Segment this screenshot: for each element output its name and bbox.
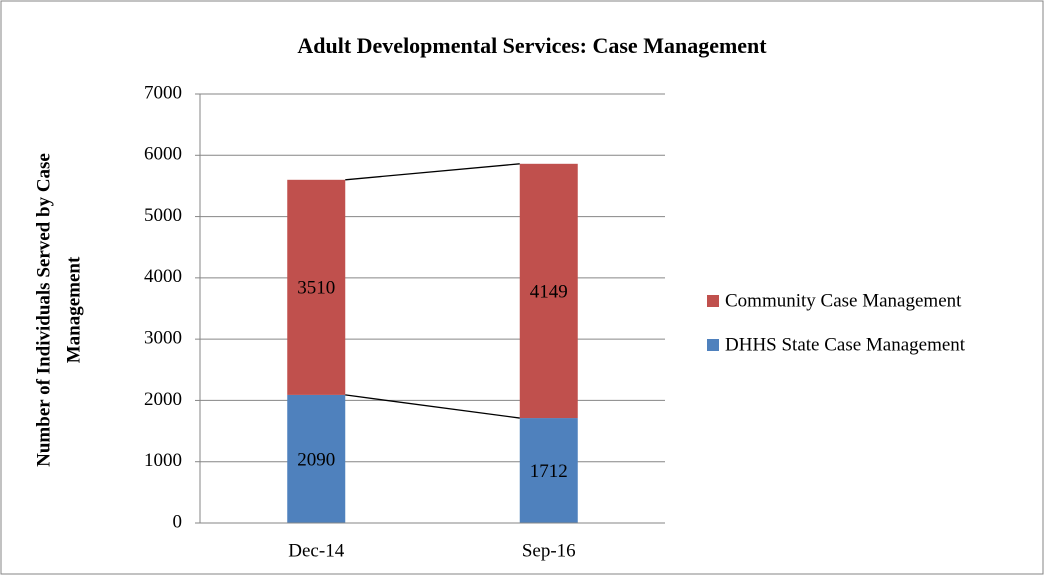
x-tick-label: Sep-16: [522, 540, 576, 561]
y-tick-label: 1000: [144, 450, 182, 471]
data-label: 2090: [297, 449, 335, 470]
y-tick-label: 2000: [144, 389, 182, 410]
bar-segment: [287, 394, 346, 523]
legend-swatch: [707, 339, 719, 351]
y-tick-label: 6000: [144, 144, 182, 165]
y-axis-title-line: Management: [63, 256, 84, 363]
y-tick-label: 5000: [144, 205, 182, 226]
data-label: 1712: [530, 461, 568, 482]
legend-label: DHHS State Case Management: [725, 334, 966, 355]
y-tick-label: 0: [173, 511, 183, 532]
chart-title: Adult Developmental Services: Case Manag…: [297, 33, 767, 58]
series-line: [345, 394, 520, 419]
data-label: 3510: [297, 278, 335, 299]
bar-segment: [519, 163, 578, 419]
legend-swatch: [707, 295, 719, 307]
series-line: [345, 163, 520, 181]
x-tick-label: Dec-14: [288, 540, 344, 561]
y-tick-label: 7000: [144, 82, 182, 103]
data-label: 4149: [530, 281, 568, 302]
y-axis-title-line: Number of Individuals Served by Case: [33, 153, 54, 467]
y-tick-label: 3000: [144, 328, 182, 349]
legend-label: Community Case Management: [725, 290, 962, 311]
y-tick-label: 4000: [144, 266, 182, 287]
bar-segment: [287, 179, 346, 395]
bar-segment: [519, 418, 578, 523]
y-axis-title: Number of Individuals Served by Case Man…: [33, 153, 84, 467]
